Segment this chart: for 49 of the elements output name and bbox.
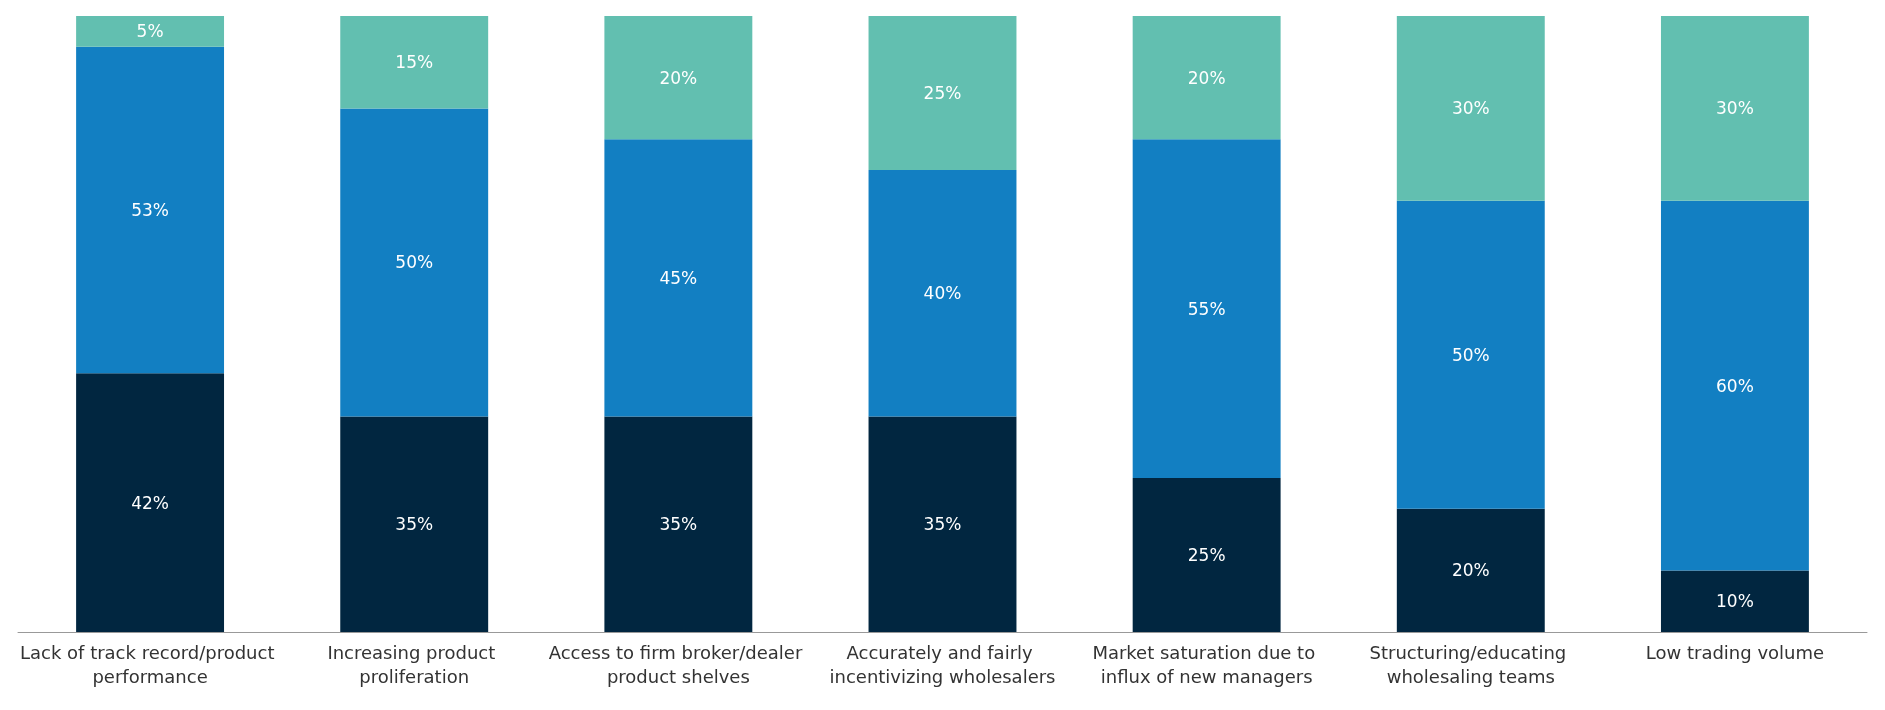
data-label: 45%: [659, 267, 698, 288]
bar: [1132, 139, 1281, 478]
bar: [868, 16, 1017, 170]
data-label: 60%: [1716, 375, 1754, 396]
bar: [1660, 570, 1809, 632]
data-label: 30%: [1716, 98, 1754, 119]
data-label: 55%: [1187, 298, 1226, 319]
data-label: 5%: [136, 21, 164, 42]
data-label: 20%: [659, 67, 698, 88]
bar: [340, 16, 489, 109]
bar: [1132, 478, 1281, 632]
data-label: 20%: [1187, 67, 1226, 88]
data-label: 25%: [923, 83, 962, 103]
data-label: 50%: [1451, 344, 1490, 365]
x-tick-label: Lack of track record/product performance: [19, 641, 281, 687]
data-label: 10%: [1716, 591, 1754, 612]
x-tick-label: Increasing product proliferation: [327, 641, 502, 687]
bar: [1660, 16, 1809, 201]
x-tick-label: Access to firm broker/dealer product shelves: [548, 641, 809, 687]
bar: [1132, 16, 1281, 140]
data-label: 35%: [923, 514, 962, 535]
bar: [76, 46, 225, 374]
bar: [76, 373, 225, 632]
data-label: 35%: [659, 514, 698, 535]
data-label: 50%: [395, 252, 434, 273]
data-label: 30%: [1451, 98, 1490, 119]
bar: [340, 416, 489, 632]
data-label: 42%: [131, 492, 169, 513]
bar: [76, 16, 225, 47]
x-tick-label: Low trading volume: [1645, 641, 1825, 663]
x-tick-label: Market saturation due to influx of new managers: [1092, 641, 1321, 687]
bar: [1396, 16, 1545, 201]
bar: [868, 170, 1017, 417]
data-label: 40%: [923, 283, 962, 304]
bar: [1396, 508, 1545, 632]
data-label: 53%: [131, 200, 169, 221]
data-label: 35%: [395, 514, 434, 535]
x-tick-label: Accurately and fairly incentivizing wholesalers: [829, 641, 1056, 687]
x-tick-label: Structuring/educating wholesaling teams: [1369, 641, 1572, 687]
bar: [604, 416, 753, 632]
data-label: 20%: [1451, 560, 1490, 581]
bar: [340, 108, 489, 417]
bar: [868, 416, 1017, 632]
bar: [1660, 200, 1809, 571]
data-label: 25%: [1187, 545, 1226, 565]
data-label: 15%: [395, 52, 434, 73]
bar: [604, 16, 753, 140]
bar: [1396, 200, 1545, 509]
bar: [604, 139, 753, 417]
